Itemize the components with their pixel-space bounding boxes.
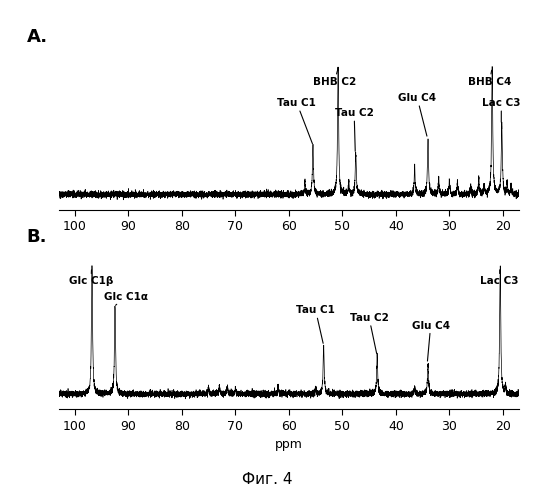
Text: Glu C4: Glu C4	[398, 93, 437, 136]
Text: B.: B.	[27, 228, 47, 246]
X-axis label: ppm: ppm	[275, 438, 303, 451]
Text: Tau C1: Tau C1	[278, 98, 316, 144]
Text: BHB C2: BHB C2	[313, 70, 356, 87]
Text: A.: A.	[27, 28, 48, 46]
Text: Lac C3: Lac C3	[480, 270, 519, 286]
Text: Фиг. 4: Фиг. 4	[242, 472, 293, 487]
Text: Tau C2: Tau C2	[350, 313, 388, 353]
Text: BHB C4: BHB C4	[468, 70, 511, 87]
Text: Glu C4: Glu C4	[411, 321, 450, 361]
Text: Glc C1α: Glc C1α	[104, 291, 148, 305]
Text: Tau C1: Tau C1	[296, 305, 335, 343]
Text: Tau C2: Tau C2	[335, 108, 373, 151]
Text: Glc C1β: Glc C1β	[69, 270, 113, 286]
Text: Lac C3: Lac C3	[482, 98, 521, 122]
Text: ppm: ppm	[275, 246, 303, 259]
